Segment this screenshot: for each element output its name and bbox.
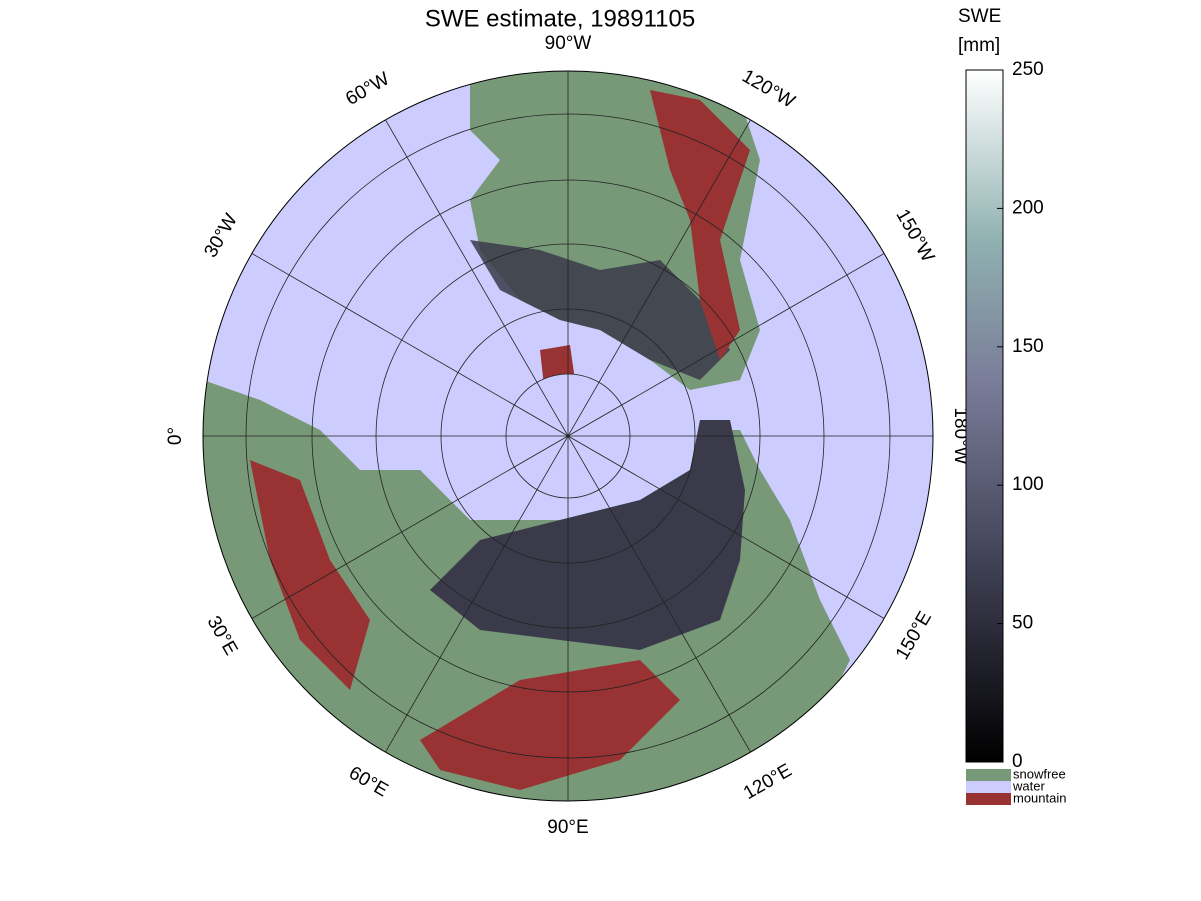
map: [203, 71, 933, 801]
colorbar-tick-label: 50: [1012, 613, 1033, 634]
colorbar-tick-label: 200: [1012, 197, 1044, 218]
longitude-label: 150°E: [892, 608, 936, 664]
longitude-label: 60°W: [342, 68, 393, 110]
longitude-label: 0°: [165, 427, 186, 445]
colorbar-title: [mm]: [958, 35, 1000, 56]
longitude-label: 60°E: [345, 763, 391, 802]
colorbar-tick-label: 100: [1012, 474, 1044, 495]
longitude-label: 30°E: [203, 613, 242, 659]
legend-swatch: [966, 781, 1011, 793]
longitude-label: 90°E: [547, 817, 588, 838]
longitude-label: 120°W: [738, 66, 798, 113]
colorbar-tick-label: 0: [1012, 751, 1023, 772]
title: SWE estimate, 19891105: [425, 5, 695, 32]
longitude-label: 150°W: [891, 206, 938, 266]
meridian: [251, 253, 885, 619]
colorbar-tick-label: 150: [1012, 336, 1044, 357]
legend-label: mountain: [1013, 790, 1066, 805]
longitude-label: 30°W: [200, 210, 242, 261]
longitude-label: 90°W: [545, 33, 592, 54]
colorbar: [965, 69, 1004, 763]
legend-swatch: [966, 769, 1011, 781]
legend-label: snowfree: [1013, 766, 1066, 781]
legend-swatch: [966, 793, 1011, 805]
longitude-label: 120°E: [740, 760, 796, 804]
colorbar-tick-label: 250: [1012, 59, 1044, 80]
colorbar-title: SWE: [958, 6, 1001, 27]
legend-label: water: [1012, 778, 1045, 793]
